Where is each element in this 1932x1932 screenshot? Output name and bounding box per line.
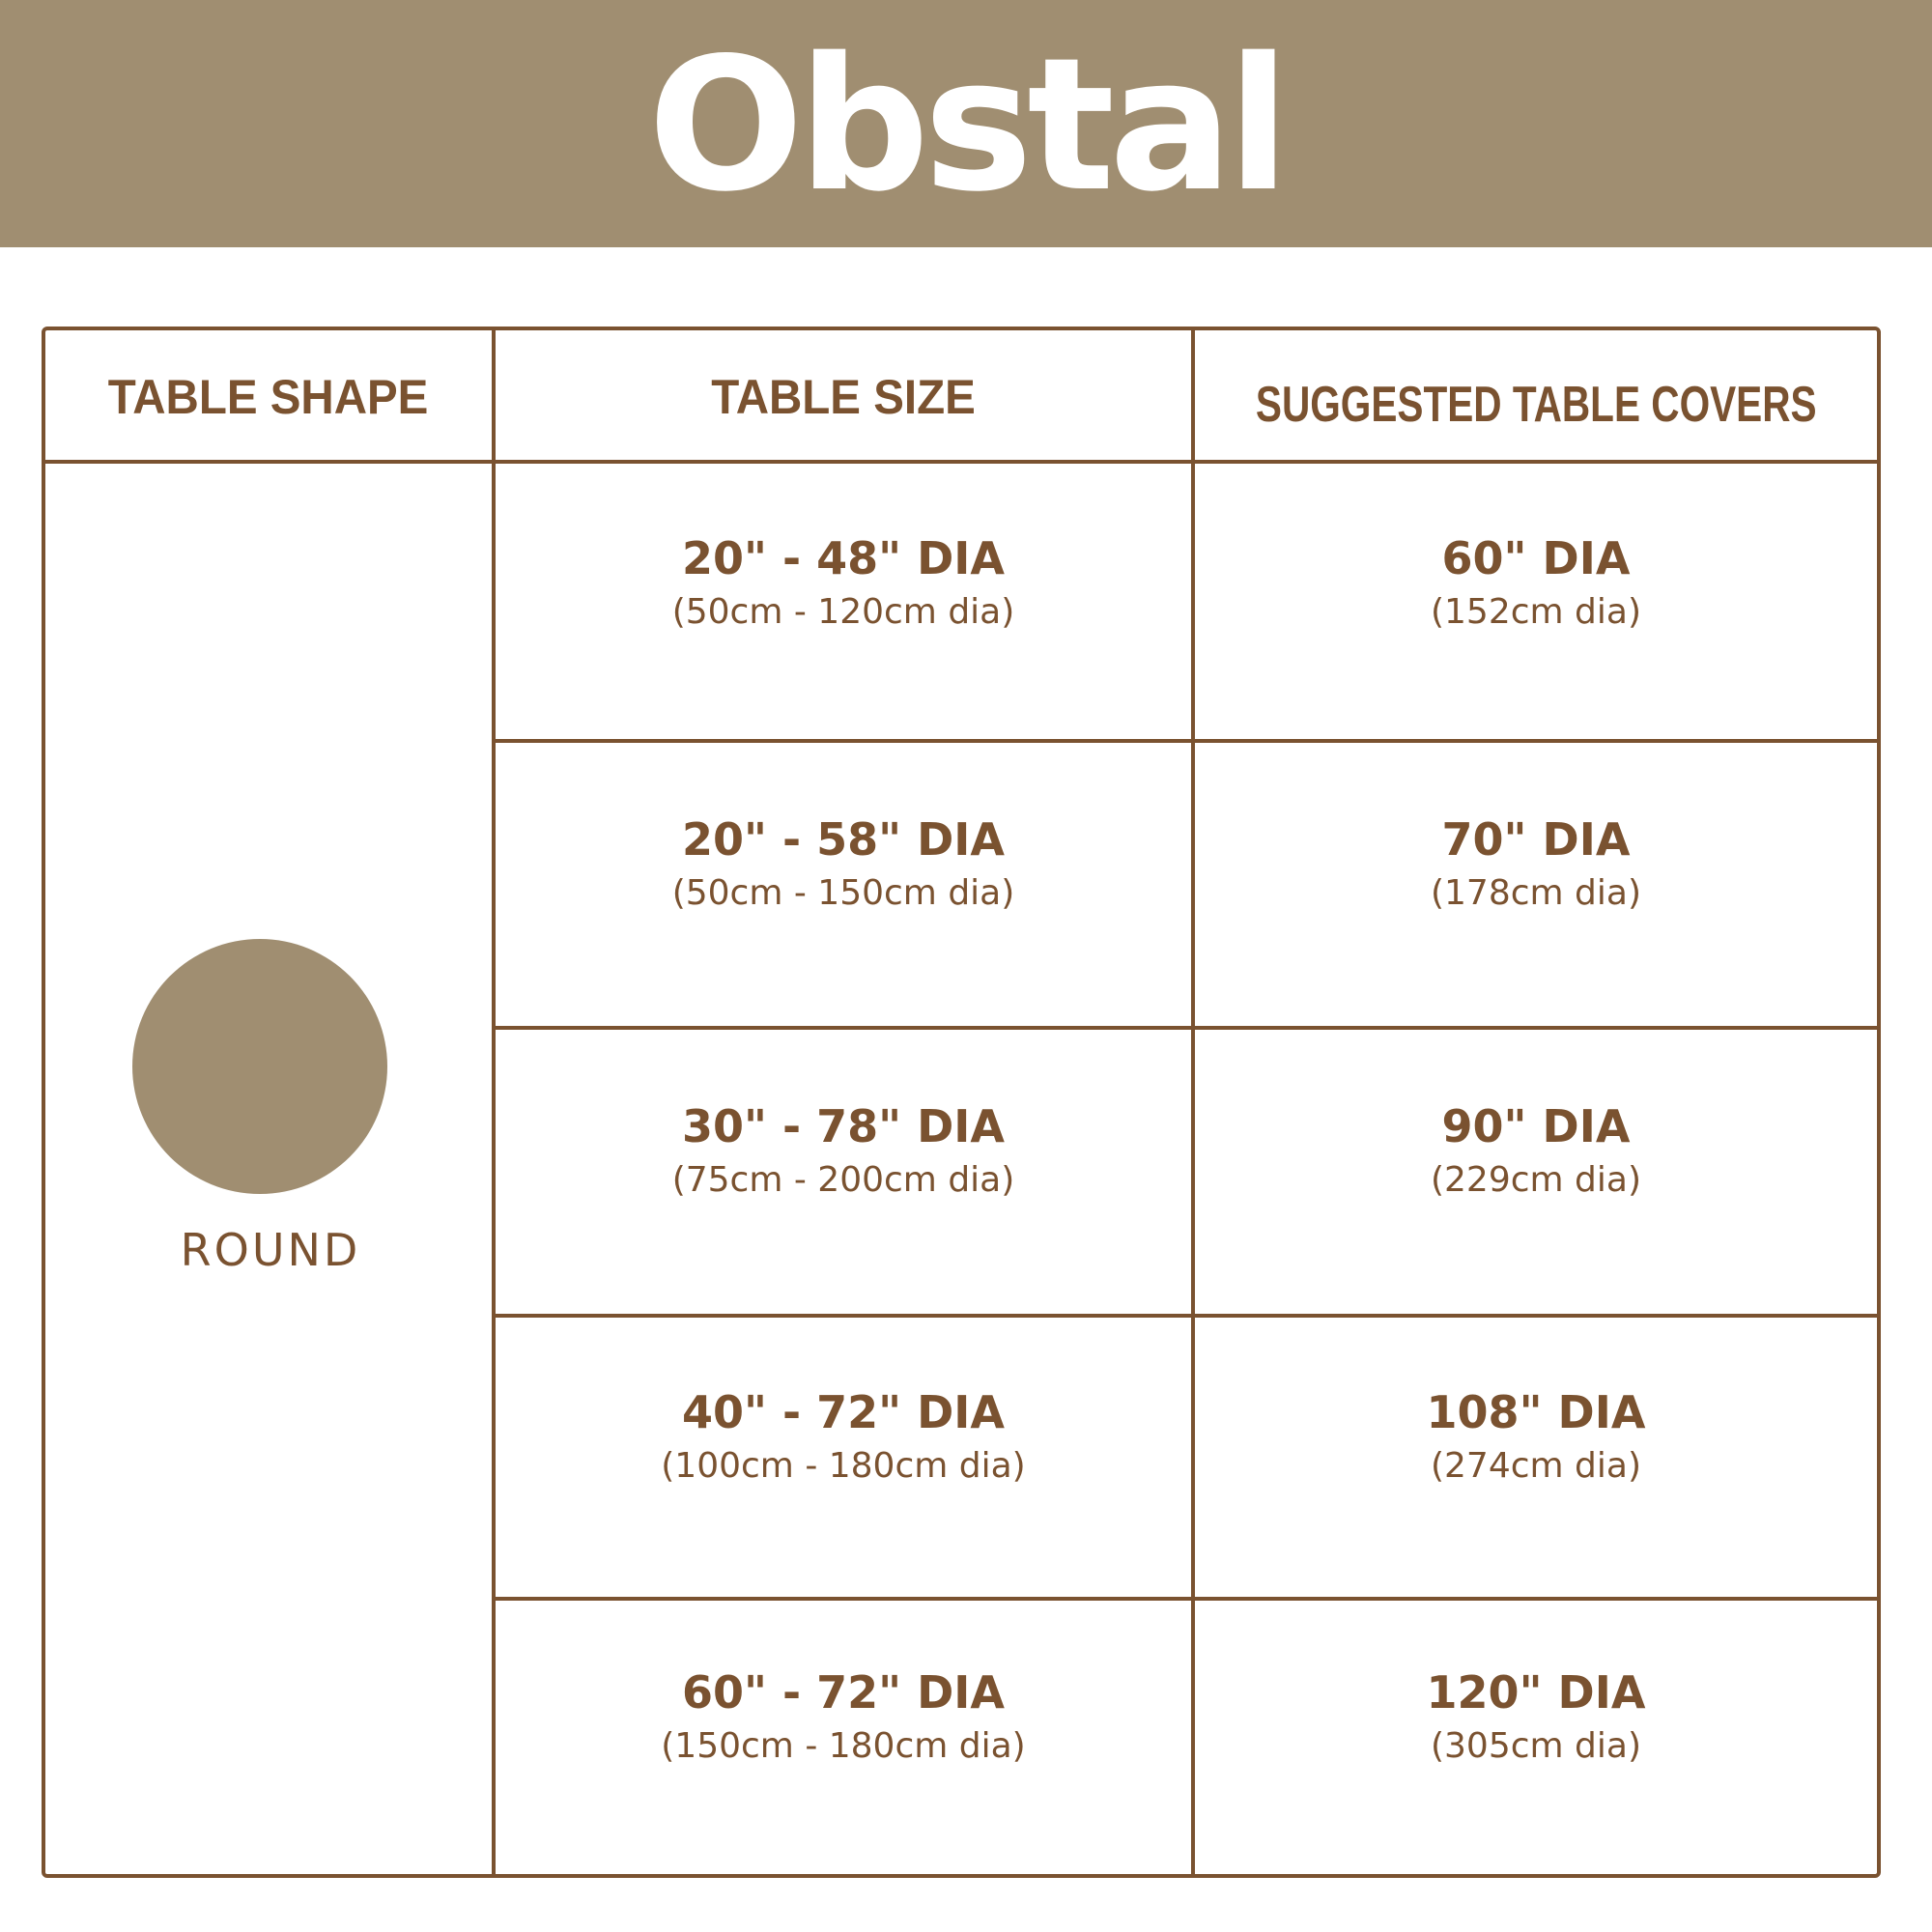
metric-size: (305cm dia)	[1430, 1725, 1642, 1766]
row-divider	[492, 1597, 1877, 1601]
size-cell: 60" - 72" DIA (150cm - 180cm dia)	[496, 1581, 1191, 1855]
cover-cell: 120" DIA (305cm dia)	[1195, 1581, 1877, 1855]
metric-size: (75cm - 200cm dia)	[671, 1160, 1015, 1200]
metric-size: (178cm dia)	[1430, 872, 1642, 913]
row-divider	[492, 1314, 1877, 1318]
cover-cell: 70" DIA (178cm dia)	[1195, 724, 1877, 1007]
imperial-size: 60" DIA	[1441, 531, 1631, 584]
metric-size: (274cm dia)	[1430, 1445, 1642, 1486]
imperial-size: 60" - 72" DIA	[682, 1665, 1005, 1719]
imperial-size: 120" DIA	[1426, 1665, 1646, 1719]
imperial-size: 108" DIA	[1426, 1385, 1646, 1438]
size-cell: 20" - 48" DIA (50cm - 120cm dia)	[496, 448, 1191, 720]
header-band: Obstal	[0, 0, 1932, 247]
metric-size: (229cm dia)	[1430, 1160, 1642, 1200]
header-table-size: TABLE SIZE	[711, 370, 976, 424]
column-divider	[1191, 330, 1195, 1874]
imperial-size: 20" - 58" DIA	[682, 812, 1005, 866]
header-table-shape: TABLE SHAPE	[108, 370, 429, 424]
column-divider	[492, 330, 496, 1874]
imperial-size: 40" - 72" DIA	[682, 1385, 1005, 1438]
brand-logo: Obstal	[647, 18, 1291, 232]
cover-cell: 60" DIA (152cm dia)	[1195, 448, 1877, 720]
round-shape-icon	[132, 939, 387, 1194]
metric-size: (152cm dia)	[1430, 591, 1642, 632]
metric-size: (100cm - 180cm dia)	[661, 1445, 1026, 1486]
imperial-size: 30" - 78" DIA	[682, 1100, 1005, 1152]
metric-size: (150cm - 180cm dia)	[661, 1725, 1026, 1766]
shape-label: ROUND	[180, 1224, 361, 1276]
size-cell: 20" - 58" DIA (50cm - 150cm dia)	[496, 724, 1191, 1007]
imperial-size: 90" DIA	[1441, 1100, 1631, 1152]
cover-cell: 108" DIA (274cm dia)	[1195, 1298, 1877, 1577]
size-cell: 30" - 78" DIA (75cm - 200cm dia)	[496, 1010, 1191, 1294]
imperial-size: 20" - 48" DIA	[682, 531, 1005, 584]
header-suggested-covers: SUGGESTED TABLE COVERS	[1255, 377, 1817, 433]
metric-size: (50cm - 150cm dia)	[671, 872, 1015, 913]
size-chart-table: TABLE SHAPE TABLE SIZE SUGGESTED TABLE C…	[42, 327, 1881, 1878]
row-divider	[492, 1026, 1877, 1030]
imperial-size: 70" DIA	[1441, 812, 1631, 866]
cover-cell: 90" DIA (229cm dia)	[1195, 1010, 1877, 1294]
size-cell: 40" - 72" DIA (100cm - 180cm dia)	[496, 1298, 1191, 1577]
header-divider	[45, 460, 1877, 464]
row-divider	[492, 739, 1877, 743]
metric-size: (50cm - 120cm dia)	[671, 591, 1015, 632]
